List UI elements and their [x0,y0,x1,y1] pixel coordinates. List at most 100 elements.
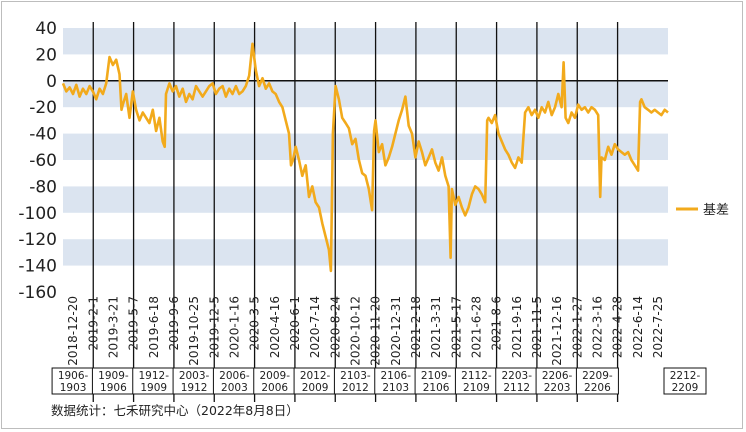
contract-label-line: 2206- [542,370,573,382]
y-axis-ticks: 40 20 0 -20 -40 -60 -80 -100 -120 -140 -160 [18,19,57,303]
contract-label-line: 2212- [670,370,701,382]
x-tick-label: 2020-8-24 [328,296,342,358]
contract-label-line: 2009- [259,370,290,382]
contract-label-box [212,367,256,395]
x-tick-label: 2021-12-16 [550,296,564,366]
contract-label-box [132,367,176,395]
legend: 基差 [676,203,729,218]
contract-label-box [414,367,458,395]
y-tick-label: 0 [46,72,57,92]
contract-label-line: 2006 [261,382,288,394]
contract-label-line: 1903 [60,382,87,394]
x-tick-label: 2021-3-31 [429,296,443,358]
contract-label: 2206-2203 [535,367,579,395]
contract-label-line: 2106- [380,370,411,382]
contract-label-box [333,367,377,395]
contract-label-line: 1909 [140,382,167,394]
contract-label-line: 2209 [672,382,699,394]
contract-label-line: 1912 [181,382,208,394]
contract-label-line: 2006- [219,370,250,382]
contract-labels: 1906-19031909-19061912-19092003-19122006… [51,367,707,395]
x-tick-label: 2021-9-16 [510,296,524,358]
x-tick-label: 2019-6-18 [147,296,161,358]
contract-label: 2003-1912 [172,367,216,395]
x-tick-label: 2022-4-28 [611,296,625,358]
contract-label-line: 2009 [302,382,329,394]
y-tick-label: -60 [29,151,57,171]
grid-bands [63,28,668,266]
grid-band [63,28,668,55]
contract-label-line: 2003 [221,382,248,394]
x-tick-label: 2020-7-14 [308,296,322,358]
contract-label-box [91,367,135,395]
contract-label-line: 2012 [342,382,369,394]
x-tick-label: 2020-6-1 [288,296,302,350]
x-tick-label: 2021-11-5 [530,296,544,358]
y-tick-label: -100 [18,204,57,224]
contract-label-box [172,367,216,395]
x-tick-label: 2022-7-25 [651,296,665,358]
contract-separators [92,22,619,402]
contract-label-box [293,367,337,395]
contract-label-line: 2106 [423,382,450,394]
contract-label-line: 2109- [421,370,452,382]
grid-band [63,239,668,266]
contract-label: 2112-2109 [454,367,498,395]
contract-label-line: 2112 [503,382,530,394]
x-tick-label: 2020-10-12 [348,296,362,366]
contract-label-box [535,367,579,395]
x-tick-label: 2022-3-16 [590,296,604,358]
contract-label: 2203-2112 [495,367,539,395]
contract-label-line: 2112- [461,370,492,382]
y-tick-label: -120 [18,230,57,250]
x-tick-label: 2020-3-5 [248,296,262,350]
x-tick-label: 2019-5-7 [127,296,141,350]
contract-label: 2212-2209 [663,367,707,395]
y-tick-label: -20 [29,98,57,118]
x-tick-label: 2019-9-6 [167,296,181,350]
contract-label: 2012-2009 [293,367,337,395]
x-tick-label: 2018-12-20 [66,296,80,366]
contract-label-line: 2103 [382,382,409,394]
y-tick-label: 40 [35,19,57,39]
legend-label: 基差 [703,203,729,218]
x-tick-label: 2022-6-14 [631,296,645,358]
contract-label-line: 2203- [501,370,532,382]
x-tick-label: 2021-8-6 [490,296,504,350]
contract-label-line: 1906 [100,382,127,394]
x-tick-label: 2019-3-21 [106,296,120,358]
contract-label-line: 2003- [179,370,210,382]
x-tick-label: 2021-6-28 [469,296,483,358]
y-tick-label: -40 [29,125,57,145]
contract-label-box [575,367,619,395]
grid-band [63,186,668,213]
x-tick-label: 2020-1-16 [227,296,241,358]
x-tick-label: 2022-1-27 [570,296,584,358]
contract-label-line: 1912- [138,370,169,382]
x-tick-label: 2019-10-25 [187,296,201,366]
contract-label: 2103-2012 [333,367,377,395]
contract-label: 1912-1909 [132,367,176,395]
x-tick-label: 2019-2-1 [86,296,100,350]
x-tick-label: 2020-12-31 [389,296,403,366]
contract-label-line: 2109 [463,382,490,394]
source-note: 数据统计：七禾研究中心（2022年8月8日） [51,403,299,418]
contract-label-line: 2103- [340,370,371,382]
y-tick-label: -140 [18,257,57,277]
contract-label-box [663,367,707,395]
contract-label: 2009-2006 [253,367,297,395]
y-tick-label: -80 [29,177,57,197]
contract-label: 1906-1903 [51,367,95,395]
contract-label-line: 2012- [300,370,331,382]
series-line [61,42,669,273]
contract-label: 1909-1906 [91,367,135,395]
grid-band [63,80,668,108]
contract-label-box [374,367,418,395]
contract-label-line: 2203 [544,382,571,394]
contract-label: 2006-2003 [212,367,256,395]
x-tick-label: 2021-2-18 [409,296,423,358]
contract-label: 2109-2106 [414,367,458,395]
y-tick-label: 20 [35,45,57,65]
